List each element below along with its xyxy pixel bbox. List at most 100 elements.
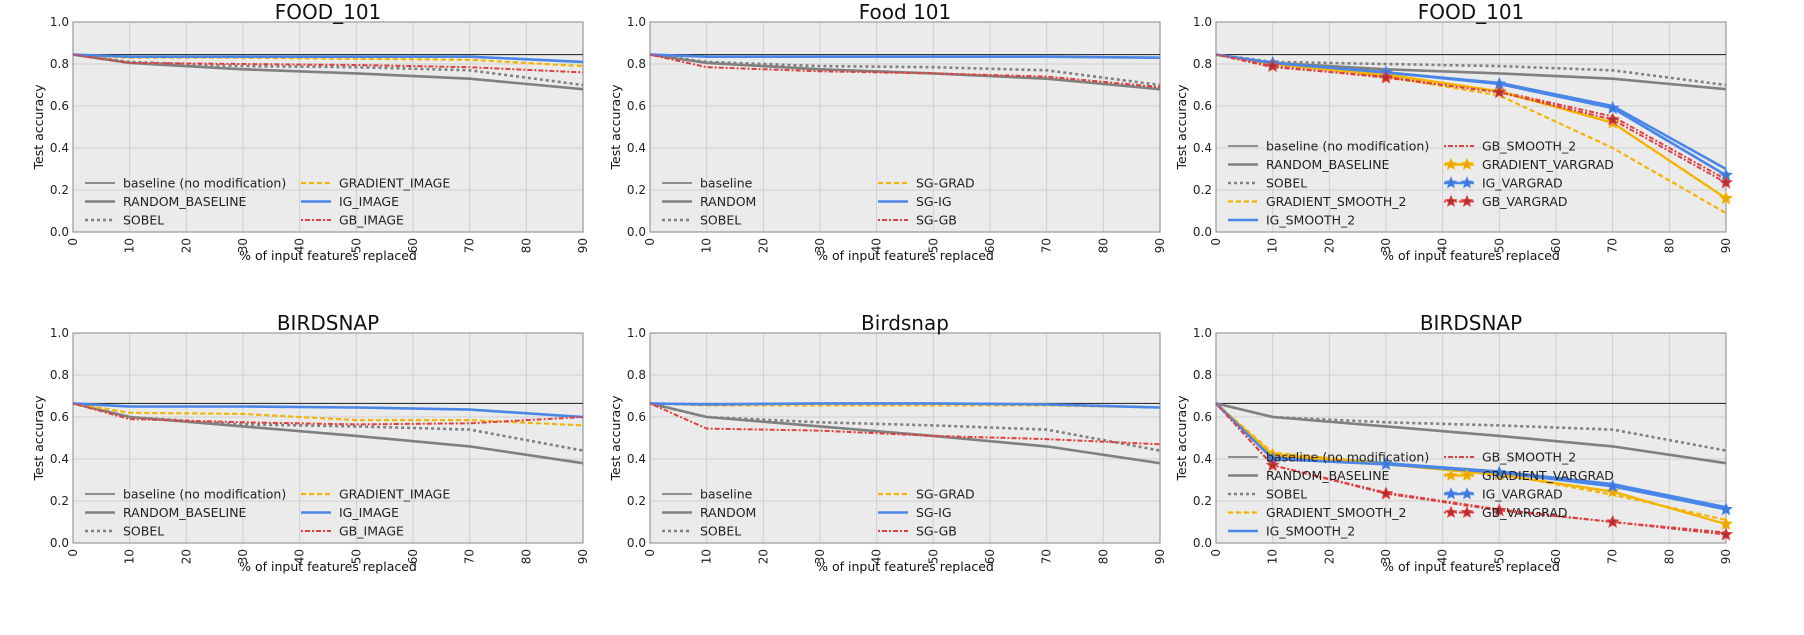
x-tick-label: 0 [1209,238,1223,246]
x-tick-label: 70 [1040,549,1054,564]
data-point-star [1492,465,1507,479]
legend-label: GRADIENT_VARGRAD [1482,157,1614,172]
series-line [72,402,584,452]
legend-label: baseline (no modification) [123,487,286,502]
y-tick-label: 1.0 [627,15,646,29]
legend-label: SG-GRAD [916,176,975,191]
x-axis-label: % of input features replaced [1382,559,1560,574]
x-tick-label: 90 [1719,549,1733,564]
x-tick-label: 80 [1096,238,1110,253]
x-tick-label: 30 [236,549,250,564]
legend-marker [1444,505,1458,518]
x-tick-label: 70 [463,549,477,564]
legend-label: IG_IMAGE [339,194,399,209]
y-tick-label: 0.8 [1193,57,1212,71]
x-tick-label: 0 [66,549,80,557]
legend-label: SG-GB [916,524,957,539]
series-line [649,53,1161,59]
y-tick-label: 0.6 [50,410,69,424]
legend-label: IG_SMOOTH_2 [1266,524,1355,539]
y-tick-label: 0.2 [627,183,646,197]
y-tick-label: 0.0 [627,225,646,239]
x-tick-label: 90 [1153,549,1167,564]
legend-marker [1444,468,1458,481]
legend-label: SOBEL [123,524,164,539]
data-point-star [1719,527,1733,541]
y-tick-label: 0.0 [1193,225,1212,239]
legend-label: RANDOM [700,505,756,520]
y-tick-label: 0.2 [50,183,69,197]
legend-label: IG_IMAGE [339,505,399,520]
x-tick-label: 50 [349,549,363,564]
y-tick-label: 0.4 [1193,452,1212,466]
y-tick-label: 1.0 [1193,326,1212,340]
series-line [1215,53,1727,87]
legend-label: RANDOM_BASELINE [1266,157,1390,172]
chart-6: 0 10 20 30 40 50 60 70 80 90 0.0 0.2 0.4 0.6 0.8 1.0 BIR… [1174,311,1733,574]
x-tick-label: 40 [1436,549,1450,564]
x-tick-label: 10 [123,238,137,253]
legend-label: GB_SMOOTH_2 [1482,450,1576,465]
y-tick-label: 0.4 [50,141,69,155]
chart-title: FOOD_101 [275,0,382,24]
x-tick-label: 20 [179,549,193,564]
plot-area [73,333,583,543]
y-tick-label: 0.6 [1193,99,1212,113]
series-line [649,402,1161,409]
data-point-star [1719,191,1733,205]
data-point-star [1492,503,1507,517]
series-line [1215,402,1727,511]
data-point-star [1605,484,1620,498]
x-tick-label: 90 [576,549,590,564]
plot-frame [72,332,584,544]
x-axis-label: % of input features replaced [239,559,417,574]
x-tick-label: 20 [1322,549,1336,564]
y-tick-label: 1.0 [50,326,69,340]
y-tick-label: 0.0 [1193,536,1212,550]
chart-3: 0 10 20 30 40 50 60 70 80 90 0.0 0.2 0.4 0.6 0.8 1.0 FOO… [1174,0,1733,263]
chart-title: Food 101 [859,0,952,24]
x-tick-label: 20 [179,238,193,253]
x-tick-label: 50 [349,238,363,253]
y-tick-label: 0.4 [627,452,646,466]
series-line [649,53,1161,89]
series-line [649,53,1161,87]
series-line [649,402,1161,452]
legend-label: GRADIENT_IMAGE [339,176,450,191]
x-tick-label: 50 [1492,238,1506,253]
series-line [72,53,584,74]
y-axis-label: Test accuracy [1174,395,1189,482]
y-tick-label: 0.2 [1193,183,1212,197]
series-line [1215,402,1727,452]
legend-marker [1444,194,1458,207]
series-line [72,53,584,64]
data-point-star [1719,175,1733,189]
x-tick-label: 40 [870,549,884,564]
legend-label: IG_VARGRAD [1482,176,1563,191]
x-tick-label: 60 [406,238,420,253]
legend-label: GRADIENT_IMAGE [339,487,450,502]
y-tick-label: 0.0 [50,225,69,239]
series-line [72,402,584,419]
y-tick-label: 0.6 [1193,410,1212,424]
x-tick-label: 60 [983,549,997,564]
data-point-star [1605,100,1620,115]
legend-label: baseline (no modification) [1266,450,1429,465]
legend-label: GB_VARGRAD [1482,194,1568,209]
y-tick-label: 0.8 [1193,368,1212,382]
data-point-star [1265,58,1280,73]
legend-label: IG_VARGRAD [1482,487,1563,502]
y-tick-label: 0.8 [627,368,646,382]
y-axis-label: Test accuracy [31,84,46,171]
plot-frame [649,21,1161,233]
data-point-star [1605,514,1620,528]
chart-title: BIRDSNAP [277,311,379,335]
legend-label: IG_SMOOTH_2 [1266,213,1355,228]
y-tick-label: 1.0 [50,15,69,29]
series-line [72,53,584,91]
x-tick-label: 20 [756,549,770,564]
x-tick-label: 40 [870,238,884,253]
data-point-star [1605,112,1620,126]
y-tick-label: 0.6 [627,410,646,424]
